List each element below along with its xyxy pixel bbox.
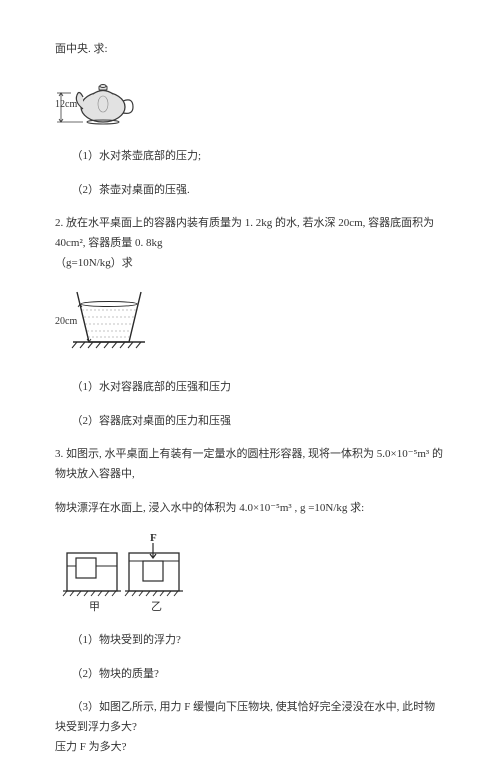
q3-comma: ,	[292, 502, 300, 514]
intro-text: 面中央. 求:	[55, 40, 445, 60]
q3-part1: （1）物块受到的浮力?	[55, 631, 445, 651]
q1-part1: （1）水对茶壶底部的压力;	[55, 147, 445, 167]
q2-part1: （1）水对容器底部的压强和压力	[55, 378, 445, 398]
beaker-figure: 20cm	[55, 288, 445, 360]
q3-part3: （3）如图乙所示, 用力 F 缓慢向下压物块, 使其恰好完全浸没在水中, 此时物…	[55, 698, 445, 757]
q2-prompt: 2. 放在水平桌面上的容器内装有质量为 1. 2kg 的水, 若水深 20cm,…	[55, 214, 445, 273]
q3-prompt-a: 3. 如图示, 水平桌面上有装有一定量水的圆柱形容器, 现将一体积为 5.0×1…	[55, 445, 445, 485]
teapot-figure: 12cm	[55, 74, 445, 129]
q3-text-a: 3. 如图示, 水平桌面上有装有一定量水的圆柱形容器, 现将一体积为	[55, 448, 377, 460]
label-left: 甲	[89, 601, 100, 613]
q1-part2: （2）茶壶对桌面的压强.	[55, 181, 445, 201]
q3-val2: 4.0×10⁻⁵m³	[239, 502, 291, 514]
cylinder-svg: F	[55, 533, 205, 613]
q3-prompt-b: 物块漂浮在水面上, 浸入水中的体积为 4.0×10⁻⁵m³ , g =10N/k…	[55, 499, 445, 519]
q2-text-a: 2. 放在水平桌面上的容器内装有质量为 1. 2kg 的水, 若水深 20cm,…	[55, 217, 434, 249]
q2-part2: （2）容器底对桌面的压力和压强	[55, 412, 445, 432]
q2-text-b: （g=10N/kg）求	[55, 257, 133, 269]
q3-val1: 5.0×10⁻⁵m³	[377, 448, 429, 460]
force-label: F	[150, 533, 157, 544]
q3-3b: 压力 F 为多大?	[55, 741, 127, 753]
teapot-svg: 12cm	[55, 74, 135, 129]
q3-text-b: 物块漂浮在水面上, 浸入水中的体积为	[55, 502, 239, 514]
q3-3a: （3）如图乙所示, 用力 F 缓慢向下压物块, 使其恰好完全浸没在水中, 此时物…	[55, 701, 435, 733]
q3-part2: （2）物块的质量?	[55, 665, 445, 685]
teapot-label: 12cm	[55, 99, 77, 110]
beaker-svg: 20cm	[55, 288, 155, 360]
q3-end: 求:	[347, 502, 364, 514]
beaker-label: 20cm	[55, 316, 77, 327]
label-right: 乙	[151, 600, 162, 613]
q3-g: g =10N/kg	[300, 502, 347, 514]
cylinder-figure: F	[55, 533, 445, 613]
